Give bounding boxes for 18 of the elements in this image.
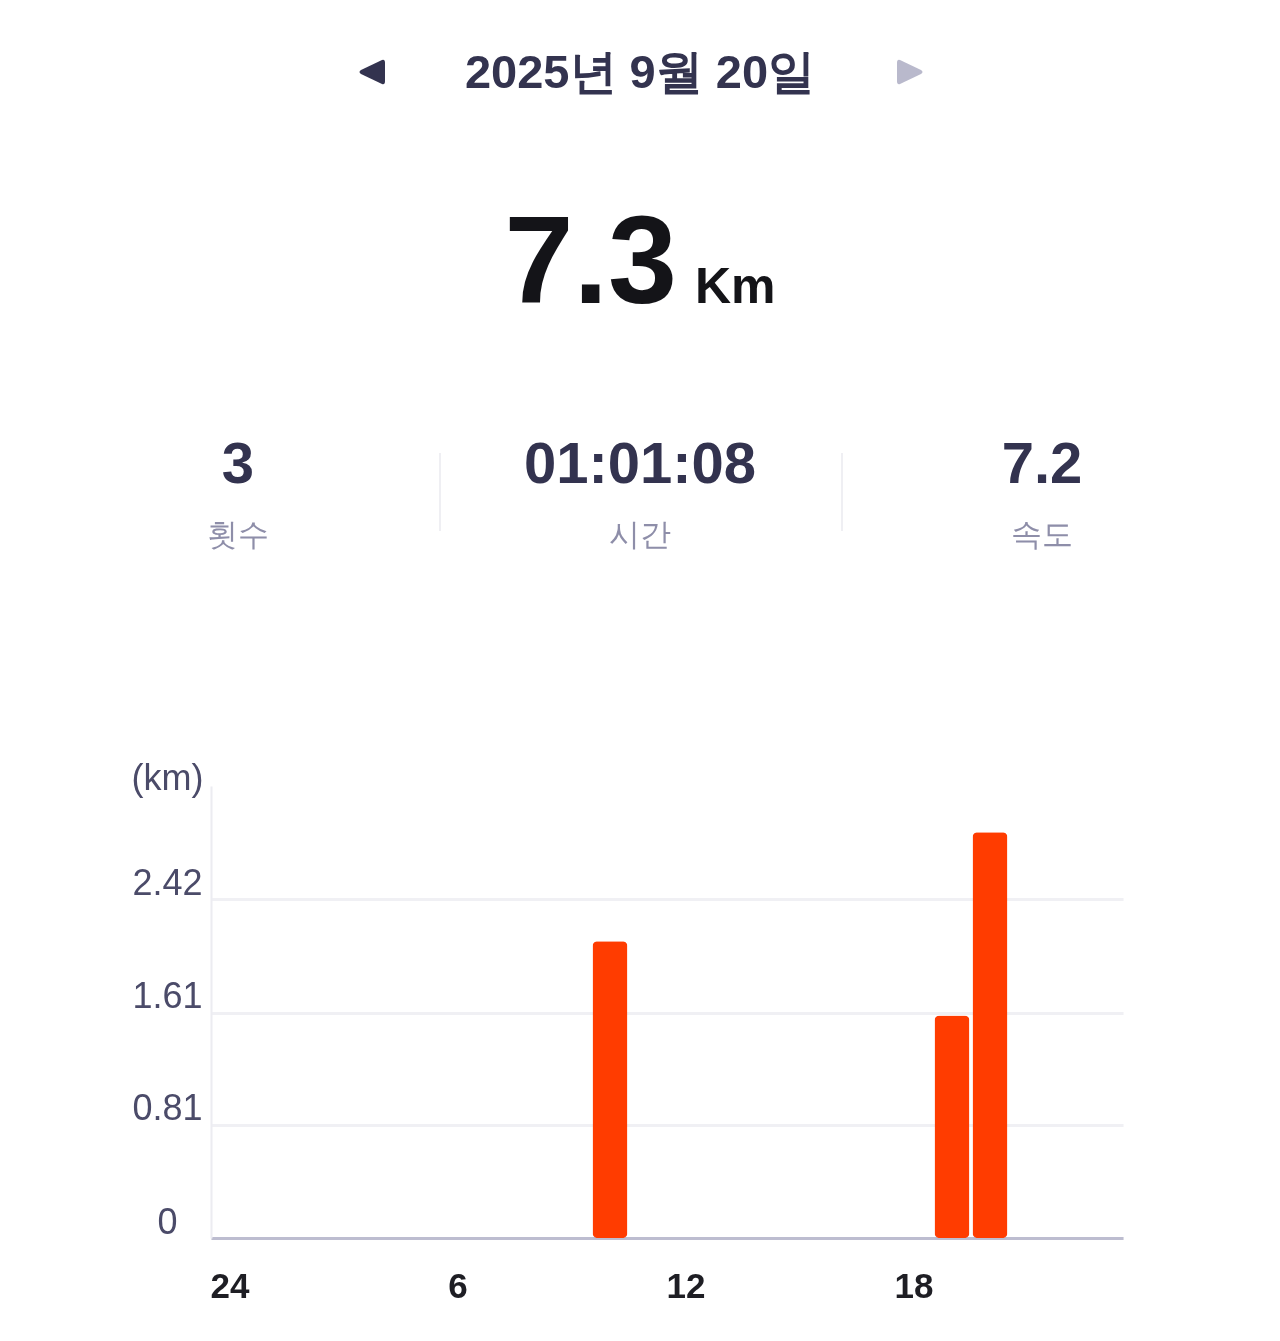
y-tick-label: 1.61 xyxy=(132,975,203,1017)
y-axis-title: (km) xyxy=(131,756,204,798)
text: 속도 xyxy=(1010,516,1074,554)
text: 7.2 xyxy=(1000,429,1084,497)
text: 7.3 xyxy=(504,191,677,329)
y-tick-label: 0.81 xyxy=(132,1087,203,1129)
text: 01:01:08 xyxy=(522,429,758,497)
text: Km xyxy=(694,258,776,314)
text: 횟수 xyxy=(206,516,270,554)
x-tick-label: 12 xyxy=(666,1265,706,1305)
y-tick-label: 0 xyxy=(157,1200,178,1242)
text: 3 xyxy=(220,429,256,497)
text: 시간 xyxy=(608,516,672,554)
y-tick-label: 2.42 xyxy=(132,861,203,903)
x-tick-label: 24 xyxy=(210,1265,250,1305)
x-tick-label: 18 xyxy=(894,1265,934,1305)
chart-title: 2025년 9월 20일 xyxy=(463,44,817,100)
x-tick-label: 6 xyxy=(448,1265,468,1305)
